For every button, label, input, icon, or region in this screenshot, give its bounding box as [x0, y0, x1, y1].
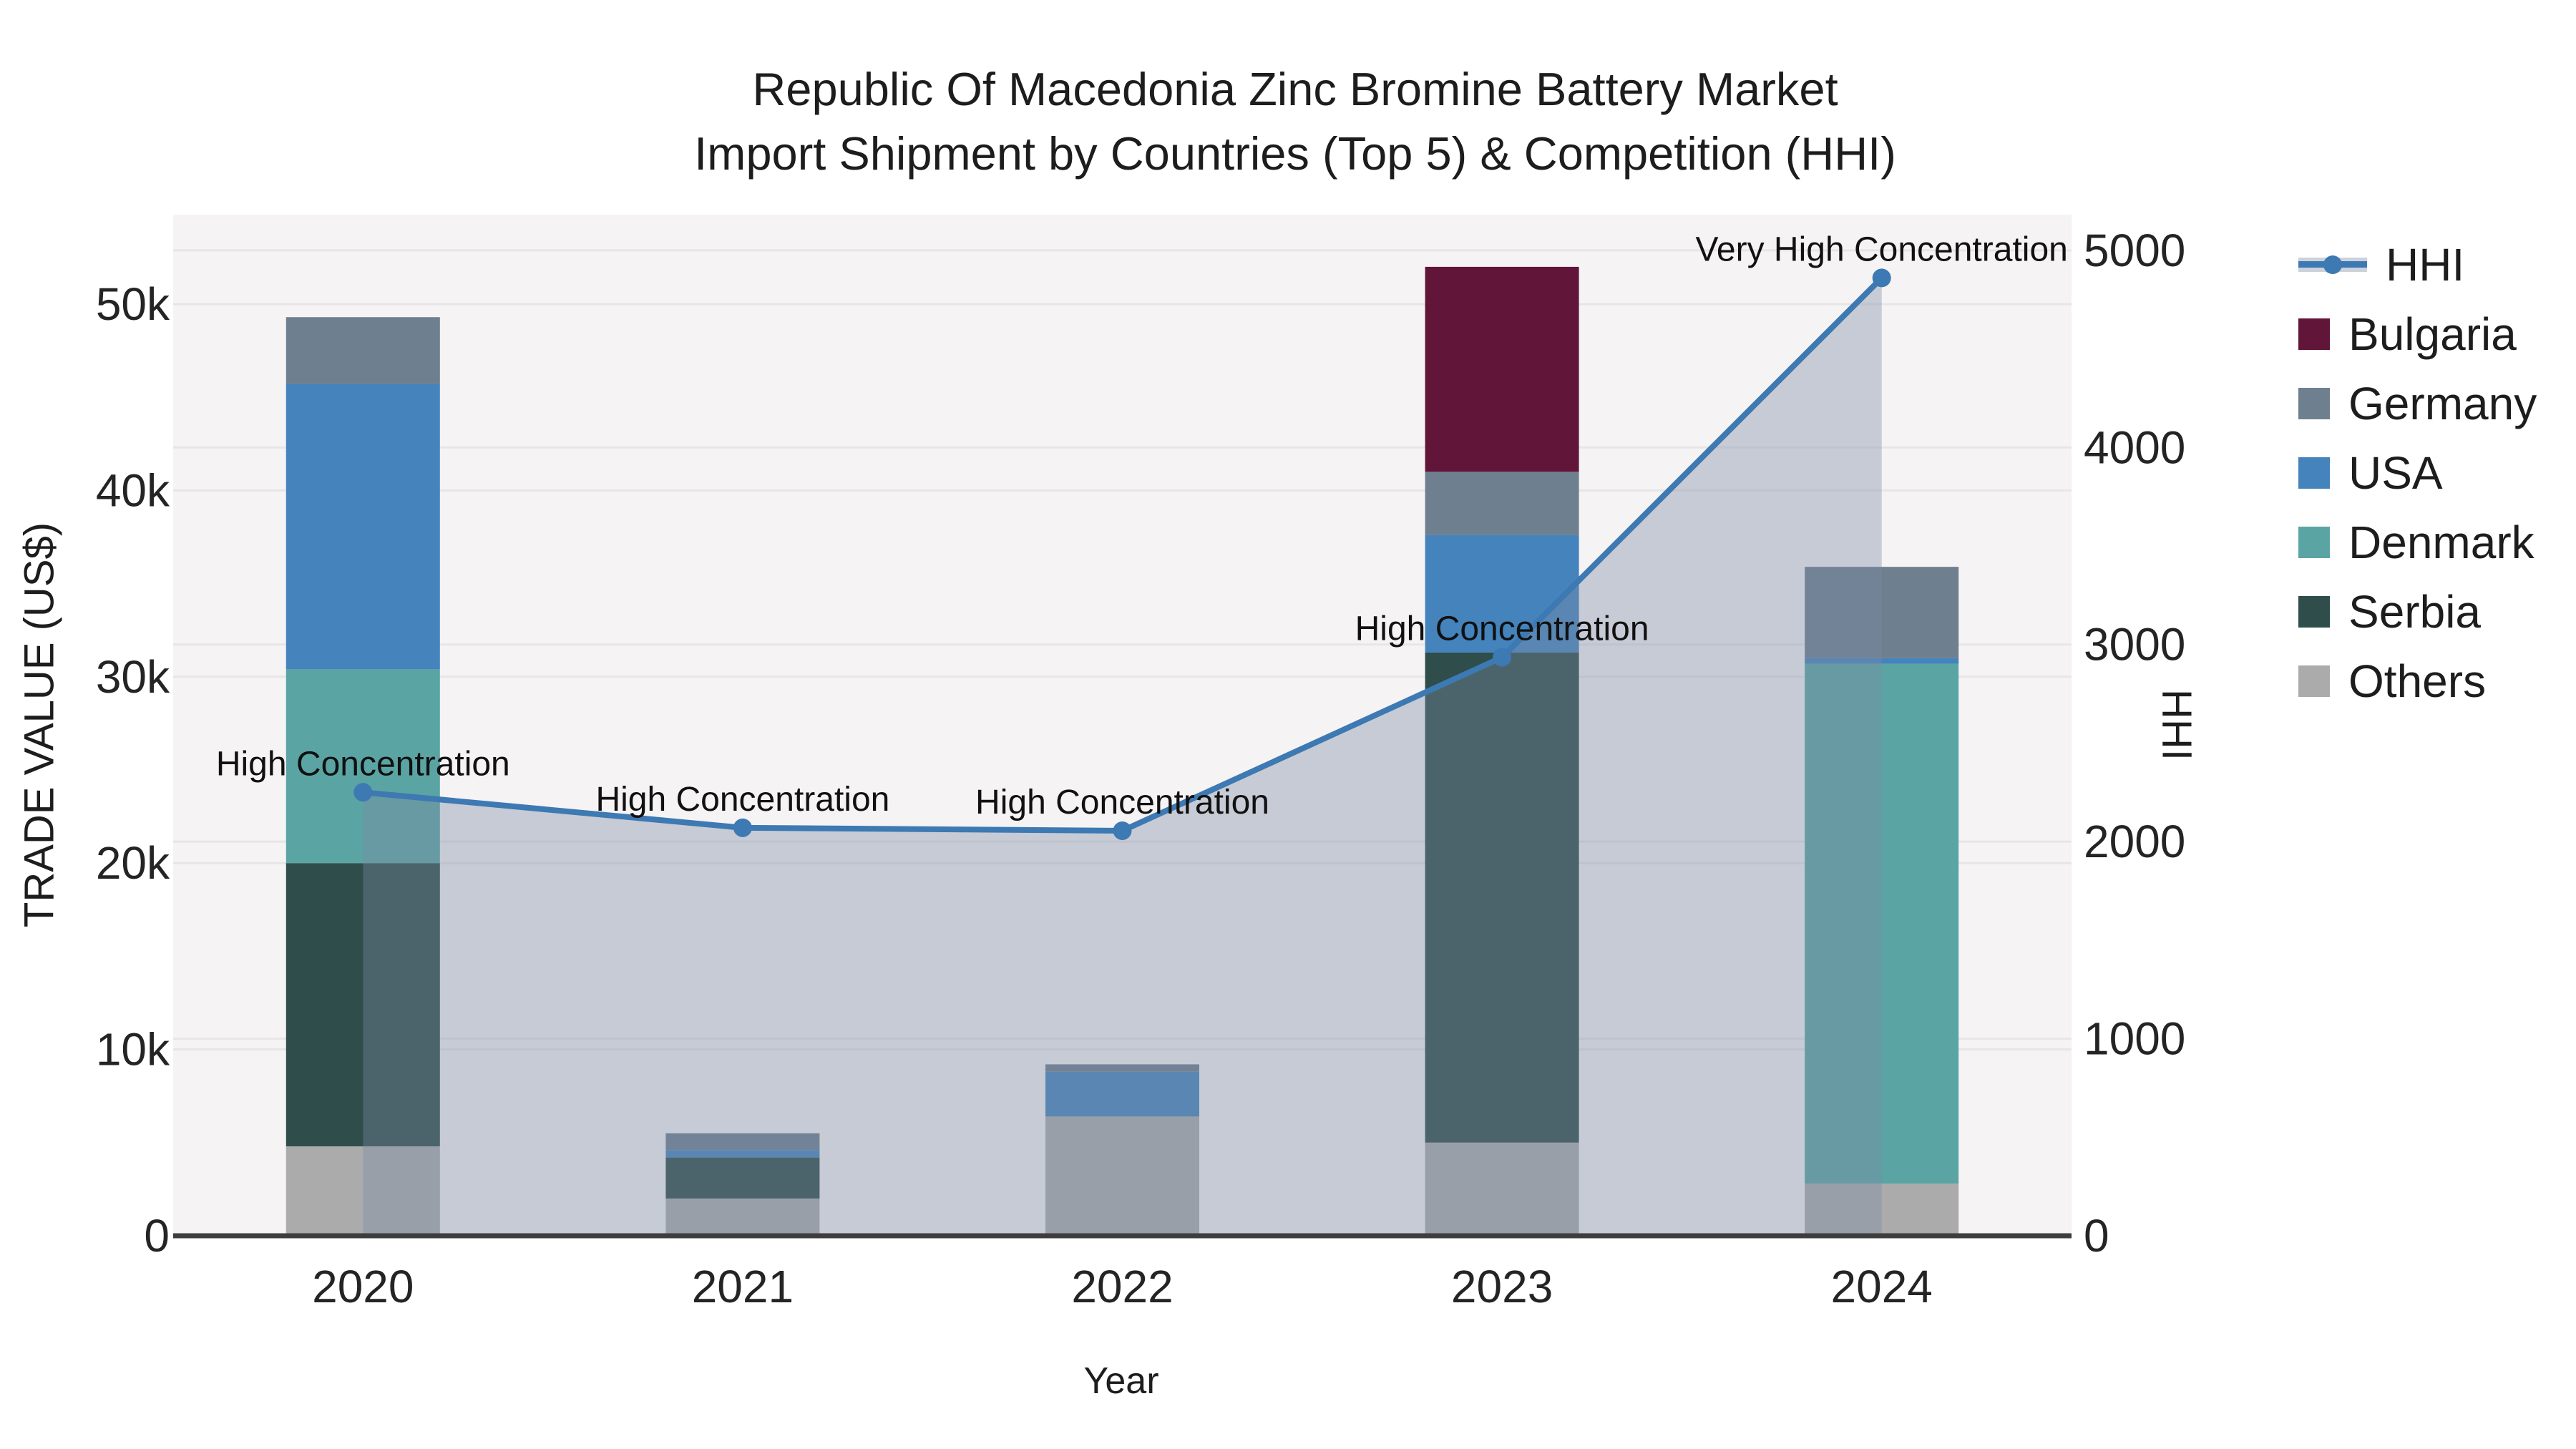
- bulgaria-swatch-icon: [2298, 318, 2330, 350]
- denmark-swatch-icon: [2298, 526, 2330, 558]
- hhi-annotation: High Concentration: [975, 784, 1269, 821]
- x-axis-title: Year: [1083, 1360, 1159, 1402]
- bar-serbia-2020[interactable]: [286, 863, 440, 1147]
- bar-usa-2024[interactable]: [1805, 658, 1959, 664]
- bar-bulgaria-2023[interactable]: [1425, 266, 1579, 472]
- hhi-annotation: High Concentration: [595, 781, 889, 819]
- hhi-point-2020[interactable]: [353, 783, 373, 802]
- legend-item-bulgaria[interactable]: Bulgaria: [2298, 299, 2537, 369]
- chart-title: Republic Of Macedonia Zinc Bromine Batte…: [7, 57, 2576, 186]
- hhi-annotation: High Concentration: [1355, 610, 1649, 648]
- bar-serbia-2023[interactable]: [1425, 652, 1579, 1143]
- hhi-point-2024[interactable]: [1872, 268, 1891, 288]
- left-axis-tick-label: 10k: [96, 1024, 170, 1075]
- hhi-annotation: High Concentration: [216, 745, 510, 783]
- others-swatch-icon: [2298, 665, 2330, 697]
- chart-title-line1: Republic Of Macedonia Zinc Bromine Batte…: [752, 63, 1838, 115]
- x-axis-tick-label: 2020: [312, 1261, 414, 1312]
- bar-germany-2020[interactable]: [286, 317, 440, 384]
- chart-title-line2: Import Shipment by Countries (Top 5) & C…: [694, 127, 1896, 180]
- left-axis-tick-label: 20k: [96, 837, 170, 889]
- legend: HHI Bulgaria Germany USA Denmark Serbia Others: [2298, 230, 2537, 716]
- right-axis-tick-label: 3000: [2084, 619, 2185, 670]
- bar-germany-2022[interactable]: [1045, 1064, 1199, 1072]
- bar-others-2024[interactable]: [1805, 1184, 1959, 1236]
- germany-swatch-icon: [2298, 387, 2330, 419]
- legend-label: USA: [2348, 447, 2443, 499]
- legend-item-germany[interactable]: Germany: [2298, 369, 2537, 438]
- bar-usa-2022[interactable]: [1045, 1071, 1199, 1117]
- legend-label: Serbia: [2348, 585, 2481, 638]
- bar-denmark-2024[interactable]: [1805, 663, 1959, 1184]
- legend-label: Others: [2348, 655, 2487, 707]
- hhi-point-2023[interactable]: [1493, 648, 1512, 667]
- x-axis-tick-label: 2023: [1451, 1261, 1553, 1312]
- right-axis-tick-label: 1000: [2084, 1013, 2185, 1065]
- usa-swatch-icon: [2298, 457, 2330, 489]
- x-axis-tick-label: 2024: [1831, 1261, 1933, 1312]
- bar-others-2021[interactable]: [665, 1198, 820, 1236]
- legend-item-hhi[interactable]: HHI: [2298, 230, 2537, 299]
- left-axis-tick-label: 0: [144, 1210, 170, 1262]
- bar-usa-2023[interactable]: [1425, 535, 1579, 653]
- left-axis-tick-label: 30k: [96, 651, 170, 703]
- x-axis-tick-label: 2022: [1071, 1261, 1173, 1312]
- bar-serbia-2021[interactable]: [665, 1157, 820, 1199]
- bar-others-2022[interactable]: [1045, 1116, 1199, 1236]
- hhi-annotation: Very High Concentration: [1696, 230, 2068, 268]
- legend-item-usa[interactable]: USA: [2298, 438, 2537, 507]
- right-axis-tick-label: 0: [2084, 1210, 2109, 1262]
- bar-germany-2021[interactable]: [665, 1133, 820, 1151]
- legend-item-others[interactable]: Others: [2298, 646, 2537, 716]
- hhi-area-fill: [363, 278, 1882, 1236]
- hhi-point-2022[interactable]: [1113, 821, 1132, 840]
- right-axis-tick-label: 5000: [2084, 225, 2185, 276]
- right-axis-title: HHI: [2153, 689, 2200, 761]
- bar-usa-2021[interactable]: [665, 1150, 820, 1158]
- left-axis-tick-label: 40k: [96, 464, 170, 516]
- hhi-point-2021[interactable]: [733, 818, 752, 837]
- legend-label: Bulgaria: [2348, 308, 2517, 360]
- legend-item-serbia[interactable]: Serbia: [2298, 577, 2537, 646]
- hhi-line-icon: [2298, 248, 2367, 281]
- bar-usa-2020[interactable]: [286, 384, 440, 670]
- bar-germany-2023[interactable]: [1425, 472, 1579, 535]
- serbia-swatch-icon: [2298, 595, 2330, 628]
- bar-others-2020[interactable]: [286, 1146, 440, 1236]
- bar-denmark-2020[interactable]: [286, 669, 440, 864]
- x-axis-tick-label: 2021: [692, 1261, 794, 1312]
- bar-others-2023[interactable]: [1425, 1142, 1579, 1236]
- left-axis-title: TRADE VALUE (US$): [16, 522, 63, 928]
- legend-label: HHI: [2386, 238, 2465, 291]
- legend-label: Germany: [2348, 377, 2537, 429]
- bar-germany-2024[interactable]: [1805, 567, 1959, 658]
- legend-item-denmark[interactable]: Denmark: [2298, 507, 2537, 577]
- legend-label: Denmark: [2348, 516, 2534, 568]
- right-axis-tick-label: 4000: [2084, 421, 2185, 473]
- right-axis-tick-label: 2000: [2084, 816, 2185, 867]
- left-axis-tick-label: 50k: [96, 278, 170, 330]
